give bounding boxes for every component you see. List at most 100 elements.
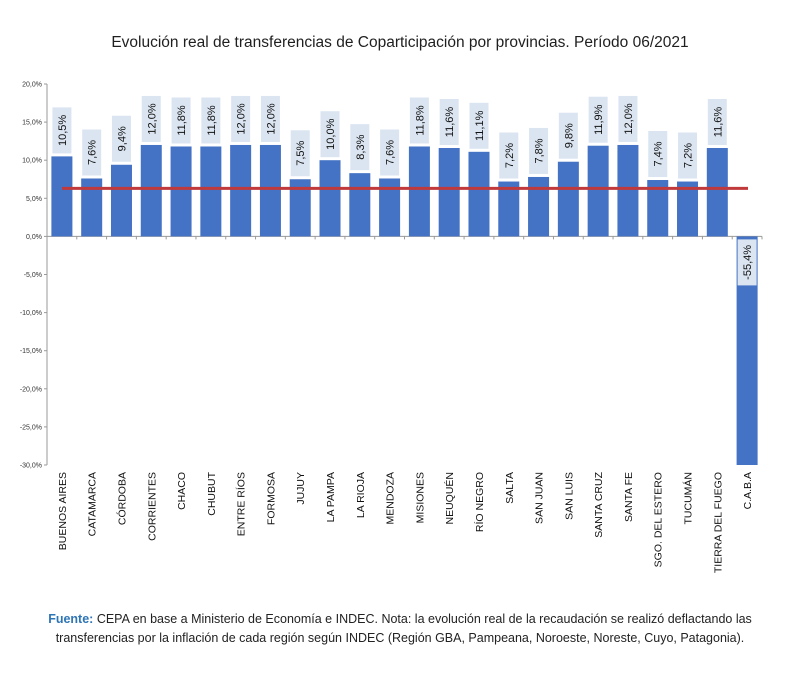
data-label: 11,8% xyxy=(176,105,188,136)
data-label-box xyxy=(588,96,608,143)
data-label-box xyxy=(82,129,102,176)
data-label: 7,5% xyxy=(295,140,307,165)
data-label: 11,1% xyxy=(474,110,486,141)
data-label: 12,0% xyxy=(265,103,277,134)
data-label: 11,8% xyxy=(414,105,426,136)
bar xyxy=(51,156,73,237)
footnote: Fuente: CEPA en base a Ministerio de Eco… xyxy=(10,610,790,648)
y-tick-label: 5,0% xyxy=(26,196,42,203)
data-label: 7,4% xyxy=(653,141,665,166)
data-label: 8,3% xyxy=(355,134,367,159)
chart-title: Evolución real de transferencias de Copa… xyxy=(111,34,689,51)
bar xyxy=(587,145,609,237)
bar xyxy=(259,144,281,237)
y-tick-label: 20,0% xyxy=(22,82,42,89)
data-label-box xyxy=(499,132,519,179)
data-label-box xyxy=(231,95,251,142)
x-tick-label: CÓRDOBA xyxy=(115,472,128,525)
y-tick-label: -20,0% xyxy=(20,386,42,393)
x-tick-label: RÍO NEGRO xyxy=(473,472,486,532)
bar xyxy=(468,151,490,237)
y-tick-label: -15,0% xyxy=(20,348,42,355)
x-tick-label: CHUBUT xyxy=(206,471,218,515)
x-tick-label: CHACO xyxy=(176,472,188,510)
data-label-box xyxy=(529,127,549,174)
x-tick-label: SAN LUIS xyxy=(563,472,575,520)
y-tick-label: -5,0% xyxy=(24,272,42,279)
y-tick-label: 15,0% xyxy=(22,120,42,127)
x-tick-label: JUJUY xyxy=(295,472,307,505)
data-label: 9,8% xyxy=(563,123,575,148)
x-tick-label: FORMOSA xyxy=(265,472,277,525)
x-tick-label: C.A.B.A xyxy=(742,472,754,509)
data-label-box xyxy=(320,111,340,158)
y-tick-label: -30,0% xyxy=(20,463,42,470)
axis-layer: 20,0% 15,0% 10,0% 5,0% 0,0% -5,0% -10,0% -15,0%… xyxy=(20,82,763,470)
data-label-box xyxy=(380,129,400,176)
bar xyxy=(81,178,103,237)
x-tick-label: TUCUMÁN xyxy=(682,472,695,525)
x-tick-label: SALTA xyxy=(504,472,516,504)
data-label: 10,5% xyxy=(57,115,69,146)
data-label-box xyxy=(558,112,578,159)
data-label: 11,6% xyxy=(444,107,456,138)
x-tick-label: MENDOZA xyxy=(385,472,397,525)
bar xyxy=(379,178,401,237)
bar xyxy=(110,164,132,237)
y-tick-label: 10,0% xyxy=(22,158,42,165)
x-tick-label: LA RIOJA xyxy=(355,472,367,518)
data-label: 10,0% xyxy=(325,118,337,149)
data-label: 11,9% xyxy=(593,104,605,135)
bar xyxy=(200,146,222,237)
bar-layer xyxy=(51,144,758,465)
data-label-box xyxy=(618,95,638,142)
x-tick-label: NEUQUÉN xyxy=(443,472,456,525)
y-tick-label: -25,0% xyxy=(20,424,42,431)
bar xyxy=(677,181,699,237)
bar xyxy=(736,236,758,465)
bar xyxy=(528,176,550,237)
data-label-box xyxy=(141,95,161,142)
bar xyxy=(289,179,311,237)
footnote-text: CEPA en base a Ministerio de Economía e … xyxy=(55,612,752,645)
data-label-box xyxy=(409,97,429,144)
x-tick-label: CATAMARCA xyxy=(87,472,99,536)
x-tick-label: SAN JUAN xyxy=(534,472,546,524)
bar xyxy=(617,144,639,237)
data-label-box xyxy=(439,99,459,146)
x-tick-label: BUENOS AIRES xyxy=(57,472,69,550)
data-label-box xyxy=(737,239,757,286)
data-label-box xyxy=(678,132,698,179)
data-label: 12,0% xyxy=(236,103,248,134)
x-tick-label: SGO. DEL ESTERO xyxy=(653,472,665,567)
data-label: 7,6% xyxy=(385,140,397,165)
bar xyxy=(140,144,162,237)
data-label-box xyxy=(171,97,191,144)
data-label-box xyxy=(52,107,72,154)
bar xyxy=(557,161,579,237)
data-label: 7,2% xyxy=(683,143,695,168)
x-tick-label: SANTA CRUZ xyxy=(593,471,605,537)
bar xyxy=(319,160,341,237)
data-label-box xyxy=(290,130,310,177)
y-tick-label: -10,0% xyxy=(20,310,42,317)
bar xyxy=(647,180,669,237)
x-tick-label: CORRIENTES xyxy=(146,472,158,541)
bar xyxy=(438,148,460,237)
x-tick-label: MISIONES xyxy=(414,472,426,523)
data-label: 9,4% xyxy=(116,126,128,151)
data-label: 11,6% xyxy=(712,107,724,138)
data-label-box xyxy=(648,131,668,178)
bar xyxy=(498,181,520,237)
data-label-box xyxy=(350,124,370,171)
data-label-box xyxy=(111,115,131,162)
data-label: 7,8% xyxy=(534,138,546,163)
y-tick-label: 0,0% xyxy=(26,234,42,241)
data-label: 7,2% xyxy=(504,143,516,168)
data-label: 12,0% xyxy=(623,103,635,134)
x-tick-label: ENTRE RÍOS xyxy=(235,472,248,536)
data-label-box xyxy=(469,102,489,149)
data-label: 7,6% xyxy=(87,140,99,165)
bar xyxy=(230,144,252,237)
